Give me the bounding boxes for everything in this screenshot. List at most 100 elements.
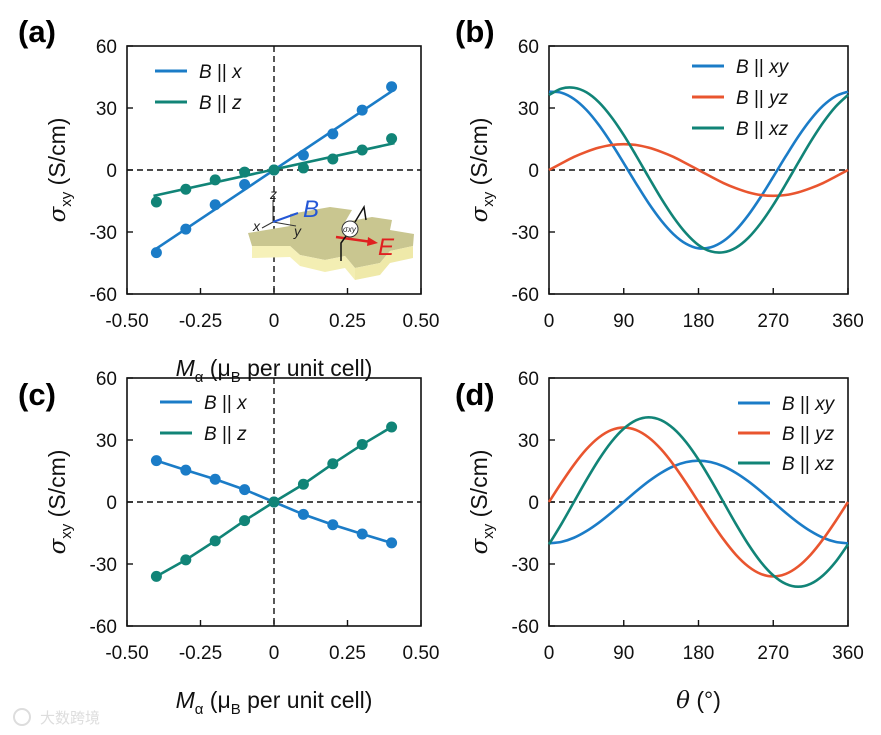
sigma-node [341,220,359,238]
device-side [252,246,300,266]
device-side [300,255,355,280]
x-axis [261,221,274,229]
panel-label: (d) [455,377,495,412]
data-point [239,166,251,178]
x-tick-label: 270 [757,311,789,332]
legend-label: B || xz [782,454,835,475]
legend-parallel: || [795,454,815,475]
y-tick-label: 60 [96,37,117,58]
x-tick-label: 180 [683,311,715,332]
legend-label: B || z [204,424,247,445]
x-axis-title: Mα (μB per unit cell) [176,687,373,718]
legend-direction: xz [814,454,835,475]
data-point [327,519,339,531]
text: per unit cell) [241,687,373,713]
data-point [239,178,251,190]
x-tick-label: 0 [544,643,555,664]
sigma-symbol: σ [45,537,71,554]
x-tick-label: 270 [757,643,789,664]
legend-B: B [199,62,212,83]
data-point [386,81,398,93]
unit: (S/cm) [466,450,492,524]
data-point [239,484,251,496]
data-point [209,199,221,211]
device-side [355,246,413,280]
y-tick-label: 0 [106,161,117,182]
y-tick-label: -30 [512,223,539,244]
y-tick-label: -60 [512,285,539,306]
y-tick-label: 0 [106,493,117,514]
legend-direction: z [236,424,247,445]
data-point [150,570,162,582]
E-arrowhead [367,237,378,246]
data-point [297,162,309,174]
x-tick-label: -0.25 [179,643,222,664]
z-label: z [269,186,277,202]
y-tick-label: -30 [90,555,117,576]
subscript: xy [58,191,75,207]
E-arrow [335,235,373,244]
legend-parallel: || [749,88,769,109]
y-tick-label: 60 [518,369,539,390]
data-point [180,183,192,195]
legend-label: B || xz [736,119,789,140]
legend-parallel: || [212,93,232,114]
y-tick-label: -60 [512,617,539,638]
unit: (S/cm) [44,118,70,192]
data-point [297,508,309,520]
legend-B: B [782,454,795,475]
watermark: 大数跨境 [40,709,100,727]
B-arrow [272,212,299,223]
y-tick-label: 0 [528,161,539,182]
legend-direction: x [236,393,248,414]
B-label: B [303,196,319,223]
M-symbol: M [176,355,196,381]
x-tick-label: 0 [544,311,555,332]
legend-B: B [204,393,217,414]
legend-direction: z [231,93,242,114]
legend-direction: x [231,62,243,83]
legend-parallel: || [795,424,815,445]
y-tick-label: 30 [96,431,117,452]
data-point [150,196,162,208]
series-curve [548,86,849,254]
series-curve [547,426,850,578]
panel-label: (b) [455,14,495,49]
data-point [150,247,162,259]
text: (μ [203,355,230,381]
probe-wire [354,204,367,223]
data-point [297,149,309,161]
data-point [239,515,251,527]
legend-B: B [736,88,749,109]
data-point [386,133,398,145]
unit: (°) [690,687,721,713]
data-point [356,528,368,540]
watermark-logo-icon [13,708,31,726]
theta-symbol: θ [676,688,690,714]
subscript: α [195,701,204,718]
x-tick-label: 0.25 [329,643,366,664]
legend-parallel: || [217,424,237,445]
legend-parallel: || [749,119,769,140]
legend-label: B || x [199,62,243,83]
x-tick-label: 0.25 [329,311,366,332]
data-point [180,223,192,235]
x-axis-title: θ (°) [676,687,721,714]
y-tick-label: 30 [96,99,117,120]
legend-label: B || yz [736,88,789,109]
legend-parallel: || [749,57,769,78]
legend-B: B [782,424,795,445]
x-label: x [252,218,261,234]
data-point [180,554,192,566]
legend-direction: xz [768,119,789,140]
y-tick-label: 60 [96,369,117,390]
data-point [268,164,280,176]
data-point [297,478,309,490]
x-tick-label: 90 [613,643,634,664]
legend-parallel: || [212,62,232,83]
device-top [248,207,414,268]
series-green [150,421,398,582]
series-red [547,426,850,578]
x-tick-label: 360 [832,311,864,332]
